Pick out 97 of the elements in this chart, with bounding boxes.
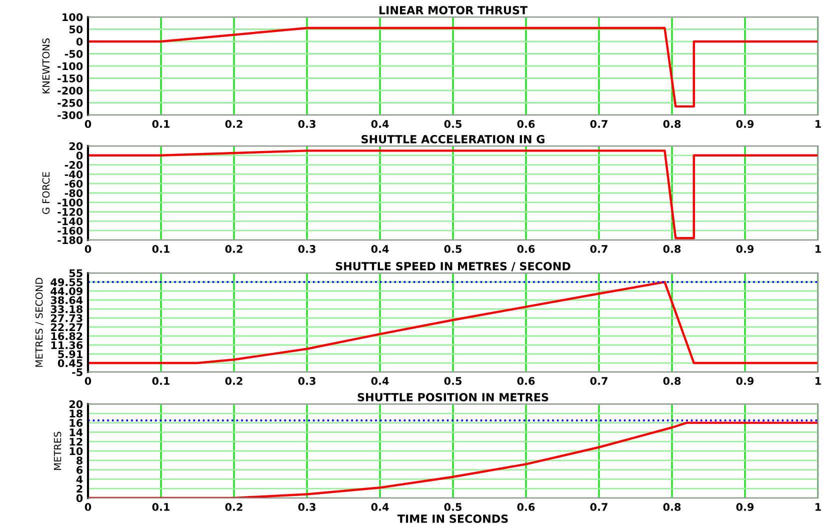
chart-title: SHUTTLE POSITION IN METRES bbox=[358, 392, 548, 402]
x-tick-label: 0.9 bbox=[736, 120, 754, 128]
x-tick-label: 0 bbox=[84, 120, 92, 128]
chart-title: SHUTTLE ACCELERATION IN G bbox=[362, 134, 544, 144]
x-tick-label: 0.7 bbox=[590, 245, 608, 253]
y-tick-label: -5 bbox=[72, 368, 82, 376]
y-tick-label: 33.18 bbox=[50, 305, 82, 314]
x-tick-label: 0.7 bbox=[590, 377, 608, 385]
y-tick-label: -150 bbox=[58, 74, 83, 82]
x-tick-label: 1 bbox=[816, 503, 821, 511]
y-tick-label: -60 bbox=[64, 180, 83, 188]
x-axis-title: TIME IN SECONDS bbox=[397, 514, 508, 523]
x-tick-label: 0.8 bbox=[663, 120, 681, 128]
x-tick-label: 1 bbox=[816, 120, 821, 128]
y-axis-title: G FORCE bbox=[42, 172, 50, 214]
y-tick-label: 16 bbox=[70, 419, 83, 427]
x-tick-label: 0.7 bbox=[590, 503, 608, 511]
x-tick-label: 0 bbox=[84, 377, 92, 385]
x-tick-label: 0 bbox=[84, 503, 92, 511]
y-tick-label: 2 bbox=[76, 484, 82, 493]
x-tick-label: 0.8 bbox=[663, 503, 681, 511]
y-tick-label: 18 bbox=[70, 410, 82, 418]
y-tick-label: 22.27 bbox=[51, 323, 82, 331]
x-tick-label: 0.3 bbox=[298, 377, 316, 385]
y-tick-label: -100 bbox=[58, 198, 83, 207]
y-tick-label: 10 bbox=[70, 447, 83, 456]
y-tick-label: -200 bbox=[58, 86, 83, 95]
y-tick-label: 16.82 bbox=[51, 332, 82, 340]
line-series bbox=[88, 280, 818, 364]
x-tick-label: 0.1 bbox=[152, 245, 170, 253]
x-tick-label: 0.5 bbox=[444, 377, 462, 385]
x-tick-label: 0.3 bbox=[298, 503, 316, 511]
x-tick-label: 0.2 bbox=[225, 503, 242, 511]
y-tick-label: 4 bbox=[76, 476, 83, 484]
x-tick-label: 0.5 bbox=[444, 245, 462, 253]
x-tick-label: 0.5 bbox=[444, 120, 462, 128]
y-axis-title: METRES / SECOND bbox=[35, 278, 44, 367]
y-tick-label: 0 bbox=[76, 494, 83, 502]
chart-title: LINEAR MOTOR THRUST bbox=[379, 6, 528, 14]
y-tick-label: -80 bbox=[64, 189, 83, 198]
x-tick-label: 0.3 bbox=[298, 245, 316, 253]
x-tick-label: 0.6 bbox=[517, 503, 535, 511]
y-tick-label: 6 bbox=[76, 466, 83, 474]
x-tick-label: 0.3 bbox=[298, 120, 316, 128]
y-tick-label: 20 bbox=[69, 400, 83, 408]
x-tick-label: 0.1 bbox=[152, 503, 170, 511]
y-tick-label: -180 bbox=[58, 236, 83, 244]
y-tick-label: 12 bbox=[70, 438, 82, 446]
y-tick-label: -50 bbox=[64, 50, 83, 58]
y-axis-title: METRES bbox=[54, 432, 62, 470]
x-tick-label: 0.6 bbox=[517, 245, 535, 253]
y-tick-label: 38.64 bbox=[50, 296, 83, 304]
y-tick-label: 20 bbox=[69, 142, 83, 150]
x-tick-label: 0.8 bbox=[663, 245, 681, 253]
x-tick-label: 0.8 bbox=[663, 377, 681, 385]
y-tick-label: 27.73 bbox=[51, 314, 82, 322]
y-tick-label: 14 bbox=[70, 428, 83, 436]
x-tick-label: 0.4 bbox=[371, 245, 389, 253]
x-tick-label: 0 bbox=[84, 245, 92, 253]
y-tick-label: -140 bbox=[58, 217, 83, 226]
y-tick-label: -120 bbox=[58, 208, 83, 216]
y-tick-label: 0.45 bbox=[58, 359, 82, 368]
y-tick-label: 44.09 bbox=[50, 287, 82, 296]
x-tick-label: 0.4 bbox=[371, 503, 389, 511]
y-axis-title: KNEWTONS bbox=[42, 38, 50, 94]
x-tick-label: 1 bbox=[816, 245, 821, 253]
y-tick-label: 0 bbox=[76, 152, 83, 160]
x-tick-label: 0.9 bbox=[736, 503, 754, 511]
y-tick-label: -250 bbox=[58, 98, 83, 107]
x-tick-label: 0.6 bbox=[517, 377, 535, 385]
y-tick-label: -100 bbox=[58, 62, 83, 70]
y-tick-label: 0 bbox=[76, 38, 83, 46]
x-tick-label: 0.1 bbox=[152, 120, 170, 128]
x-tick-label: 1 bbox=[816, 377, 821, 385]
y-tick-label: 50 bbox=[69, 25, 83, 34]
y-tick-label: -40 bbox=[64, 170, 83, 178]
y-tick-label: 100 bbox=[62, 13, 83, 22]
chart-title: SHUTTLE SPEED IN METRES / SECOND bbox=[336, 262, 570, 272]
x-tick-label: 0.9 bbox=[736, 245, 754, 253]
y-tick-label: 49.55 bbox=[50, 278, 82, 286]
y-tick-label: -300 bbox=[58, 111, 83, 120]
y-tick-label: 55 bbox=[69, 269, 82, 278]
y-tick-label: 5.91 bbox=[58, 350, 82, 358]
y-tick-label: -20 bbox=[64, 161, 83, 169]
y-tick-label: 11.36 bbox=[51, 341, 83, 350]
x-tick-label: 0.9 bbox=[736, 377, 754, 385]
x-tick-label: 0.2 bbox=[225, 245, 242, 253]
x-tick-label: 0.5 bbox=[444, 503, 462, 511]
y-tick-label: -160 bbox=[58, 226, 83, 235]
x-tick-label: 0.4 bbox=[371, 120, 389, 128]
x-tick-label: 0.1 bbox=[152, 377, 170, 385]
x-tick-label: 0.2 bbox=[225, 377, 242, 385]
y-tick-label: 8 bbox=[76, 456, 82, 465]
x-tick-label: 0.4 bbox=[371, 377, 389, 385]
x-tick-label: 0.7 bbox=[590, 120, 608, 128]
x-tick-label: 0.6 bbox=[517, 120, 535, 128]
x-tick-label: 0.2 bbox=[225, 120, 242, 128]
